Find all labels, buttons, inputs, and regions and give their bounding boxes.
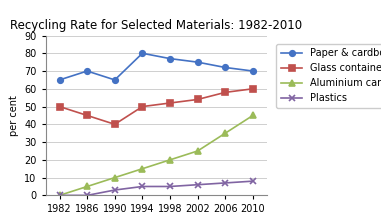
- Glass containers: [251, 87, 255, 90]
- Glass containers: [195, 98, 200, 101]
- Aluminium cans: [251, 114, 255, 117]
- Plastics: [140, 185, 145, 188]
- Line: Paper & cardboard: Paper & cardboard: [57, 50, 256, 83]
- Aluminium cans: [112, 176, 117, 179]
- Plastics: [85, 194, 90, 197]
- Plastics: [251, 180, 255, 182]
- Glass containers: [112, 123, 117, 126]
- Plastics: [57, 194, 62, 197]
- Line: Plastics: Plastics: [57, 178, 256, 198]
- Plastics: [168, 185, 172, 188]
- Y-axis label: per cent: per cent: [9, 95, 19, 136]
- Glass containers: [85, 114, 90, 117]
- Line: Glass containers: Glass containers: [57, 86, 256, 127]
- Aluminium cans: [168, 159, 172, 161]
- Paper & cardboard: [251, 70, 255, 72]
- Paper & cardboard: [140, 52, 145, 55]
- Aluminium cans: [140, 167, 145, 170]
- Paper & cardboard: [112, 79, 117, 81]
- Legend: Paper & cardboard, Glass containers, Aluminium cans, Plastics: Paper & cardboard, Glass containers, Alu…: [276, 44, 381, 108]
- Glass containers: [223, 91, 227, 94]
- Aluminium cans: [85, 185, 90, 188]
- Aluminium cans: [223, 132, 227, 135]
- Glass containers: [140, 105, 145, 108]
- Aluminium cans: [57, 194, 62, 197]
- Plastics: [112, 189, 117, 191]
- Title: Recycling Rate for Selected Materials: 1982-2010: Recycling Rate for Selected Materials: 1…: [10, 19, 302, 32]
- Paper & cardboard: [195, 61, 200, 63]
- Glass containers: [57, 105, 62, 108]
- Paper & cardboard: [223, 66, 227, 69]
- Line: Aluminium cans: Aluminium cans: [57, 113, 256, 198]
- Plastics: [223, 182, 227, 184]
- Aluminium cans: [195, 150, 200, 152]
- Paper & cardboard: [85, 70, 90, 72]
- Glass containers: [168, 102, 172, 104]
- Paper & cardboard: [57, 79, 62, 81]
- Paper & cardboard: [168, 57, 172, 60]
- Plastics: [195, 183, 200, 186]
